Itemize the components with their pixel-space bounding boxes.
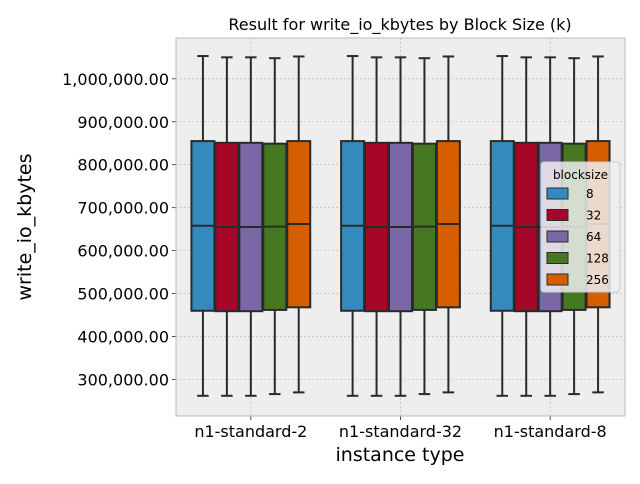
legend-label-32: 32 [586,209,601,223]
legend: blocksize 8 32 64 128 256 [540,161,621,293]
legend-swatch-32 [546,209,569,221]
legend-swatch-128 [546,252,569,264]
box-8-n1-standard-8 [489,55,515,397]
legend-swatch-64 [546,230,569,243]
box-256-n1-standard-32 [435,55,461,394]
legend-title: blocksize [553,168,608,182]
box-128-n1-standard-32 [411,57,437,396]
x-tick-label: n1-standard-8 [494,422,607,441]
plot-frame [175,37,626,417]
legend-swatch-8 [546,187,569,200]
y-tick-label: 400,000.00 [77,328,169,347]
y-tick-label: 300,000.00 [77,370,169,389]
y-tick-label: 600,000.00 [77,242,169,261]
box-8-n1-standard-2 [190,55,216,397]
legend-label-64: 64 [586,230,601,244]
x-tick-label: n1-standard-32 [339,422,462,441]
legend-label-256: 256 [586,273,609,287]
box-256-n1-standard-2 [286,55,312,394]
box-128-n1-standard-2 [262,57,288,396]
y-axis-label: write_io_kbytes [14,153,36,300]
y-tick-label: 1,000,000.00 [62,70,169,89]
box-32-n1-standard-2 [214,56,240,397]
chart-title: Result for write_io_kbytes by Block Size… [228,15,571,35]
box-8-n1-standard-32 [340,55,366,397]
x-axis-label: instance type [336,444,465,466]
y-tick-label: 500,000.00 [77,285,169,304]
axes: 300,000.00 400,000.00 500,000.00 600,000.00… [62,37,626,441]
legend-label-8: 8 [586,187,594,201]
legend-swatch-256 [546,273,569,286]
y-tick-label: 700,000.00 [77,199,169,218]
box-32-n1-standard-8 [513,56,539,397]
legend-label-128: 128 [586,252,609,266]
y-tick-label: 800,000.00 [77,156,169,175]
y-tick-label: 900,000.00 [77,113,169,132]
x-tick-label: n1-standard-2 [194,422,307,441]
